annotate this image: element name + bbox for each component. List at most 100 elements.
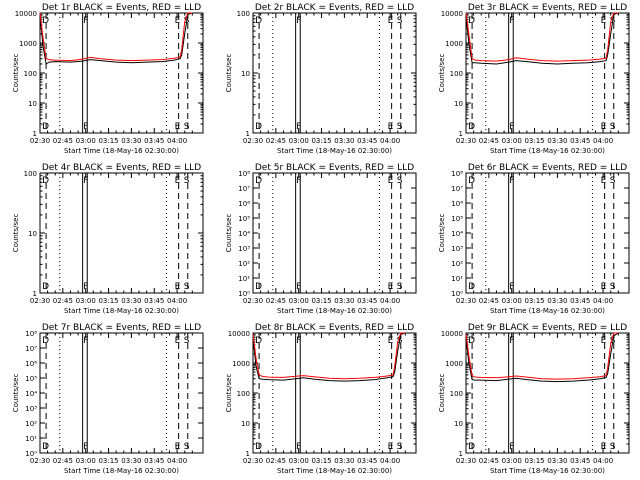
marker-label: S [610, 176, 616, 186]
marker-label: F [83, 122, 88, 132]
x-tick-label: 03:00 [502, 297, 522, 305]
x-tick-label: 02:30 [456, 297, 476, 305]
y-tick-label: 10 [454, 100, 463, 108]
panel-title: Det 8r BLACK = Events, RED = LLD [255, 323, 414, 333]
x-tick-label: 03:00 [289, 137, 309, 145]
lld-series-line [39, 12, 193, 62]
x-tick-label: 03:15 [98, 137, 118, 145]
x-tick-label: 03:30 [334, 297, 354, 305]
marker-label: F [509, 122, 514, 132]
y-tick-label: 10000 [15, 10, 37, 18]
x-tick-label: 02:45 [53, 137, 73, 145]
y-tick-label: 10¹ [25, 435, 37, 443]
x-tick-label: 03:15 [524, 457, 544, 465]
x-tick-label: 03:30 [547, 457, 567, 465]
x-tick-label: 03:45 [570, 137, 590, 145]
lld-series-line [252, 332, 406, 380]
x-tick-label: 02:45 [266, 137, 286, 145]
marker-label: F [83, 442, 88, 452]
y-tick-label: 10³ [25, 405, 37, 413]
x-tick-label: 03:15 [311, 457, 331, 465]
x-axis-label: Start Time (18-May-16 02:30:00) [490, 147, 605, 155]
marker-label: F [83, 16, 88, 26]
x-tick-label: 03:00 [76, 457, 96, 465]
y-tick-label: 10⁵ [238, 215, 250, 223]
marker-label: F [296, 122, 301, 132]
marker-label: E [388, 442, 394, 452]
marker-label: S [397, 282, 403, 292]
detector-panel: Det 1r BLACK = Events, RED = LLD 1 10 100 10… [12, 3, 204, 155]
x-axis-label: Start Time (18-May-16 02:30:00) [64, 147, 179, 155]
x-tick-label: 03:30 [547, 297, 567, 305]
marker-label: E [601, 16, 607, 26]
y-axis-label: Counts/sec [225, 374, 233, 413]
x-tick-label: 02:30 [456, 457, 476, 465]
x-tick-label: 03:15 [98, 457, 118, 465]
marker-label: F [83, 282, 88, 292]
y-tick-label: 10⁸ [451, 170, 463, 178]
marker-label: E [388, 336, 394, 346]
marker-label: E [175, 176, 181, 186]
y-tick-label: 10 [241, 420, 250, 428]
y-tick-label: 10¹ [451, 275, 463, 283]
marker-label: D [42, 442, 49, 452]
x-tick-label: 02:30 [456, 137, 476, 145]
y-tick-label: 10⁴ [451, 230, 463, 238]
x-tick-label: 02:30 [30, 297, 50, 305]
x-tick-label: 04:00 [593, 137, 613, 145]
marker-label: S [397, 16, 403, 26]
x-tick-label: 02:30 [30, 137, 50, 145]
marker-label: E [388, 282, 394, 292]
marker-label: S [184, 282, 190, 292]
x-tick-label: 03:45 [570, 457, 590, 465]
y-tick-label: 10⁸ [238, 170, 250, 178]
marker-label: D [255, 122, 262, 132]
marker-label: F [83, 176, 88, 186]
y-tick-label: 1000 [19, 40, 37, 48]
y-tick-label: 10000 [228, 330, 250, 338]
marker-label: S [610, 282, 616, 292]
y-tick-label: 100 [24, 70, 37, 78]
y-tick-label: 10⁵ [25, 375, 37, 383]
detector-panel: Det 8r BLACK = Events, RED = LLD 1 10 100 10… [225, 323, 417, 475]
x-tick-label: 03:00 [76, 297, 96, 305]
y-axis-label: Counts/sec [438, 214, 446, 253]
y-tick-label: 10⁰ [451, 290, 463, 298]
x-tick-label: 03:30 [121, 297, 141, 305]
marker-label: D [468, 176, 475, 186]
marker-label: D [468, 336, 475, 346]
x-tick-label: 03:45 [570, 297, 590, 305]
x-tick-label: 04:00 [593, 297, 613, 305]
x-tick-label: 03:00 [289, 297, 309, 305]
y-tick-label: 1 [459, 450, 463, 458]
x-tick-label: 02:30 [243, 457, 263, 465]
x-axis-label: Start Time (18-May-16 02:30:00) [64, 307, 179, 315]
marker-label: F [83, 336, 88, 346]
y-tick-label: 10⁶ [238, 200, 250, 208]
y-tick-label: 10⁴ [238, 230, 250, 238]
x-tick-label: 03:00 [502, 137, 522, 145]
x-tick-label: 03:45 [144, 137, 164, 145]
y-tick-label: 1 [33, 130, 37, 138]
marker-label: E [601, 282, 607, 292]
y-tick-label: 1 [33, 290, 37, 298]
panel-title: Det 5r BLACK = Events, RED = LLD [255, 163, 414, 173]
x-tick-label: 03:30 [334, 457, 354, 465]
x-tick-label: 03:15 [311, 297, 331, 305]
marker-label: S [184, 336, 190, 346]
y-tick-label: 10⁷ [25, 345, 37, 353]
y-tick-label: 10000 [441, 10, 463, 18]
marker-label: D [255, 16, 262, 26]
marker-label: F [296, 442, 301, 452]
lld-series-line [465, 12, 619, 62]
x-tick-label: 02:45 [479, 137, 499, 145]
y-tick-label: 10² [451, 260, 463, 268]
x-tick-label: 02:45 [53, 297, 73, 305]
events-series-line [465, 332, 619, 383]
x-tick-label: 02:30 [243, 137, 263, 145]
marker-label: E [601, 122, 607, 132]
marker-label: E [175, 336, 181, 346]
y-axis-label: Counts/sec [438, 54, 446, 93]
y-tick-label: 10⁶ [25, 360, 37, 368]
